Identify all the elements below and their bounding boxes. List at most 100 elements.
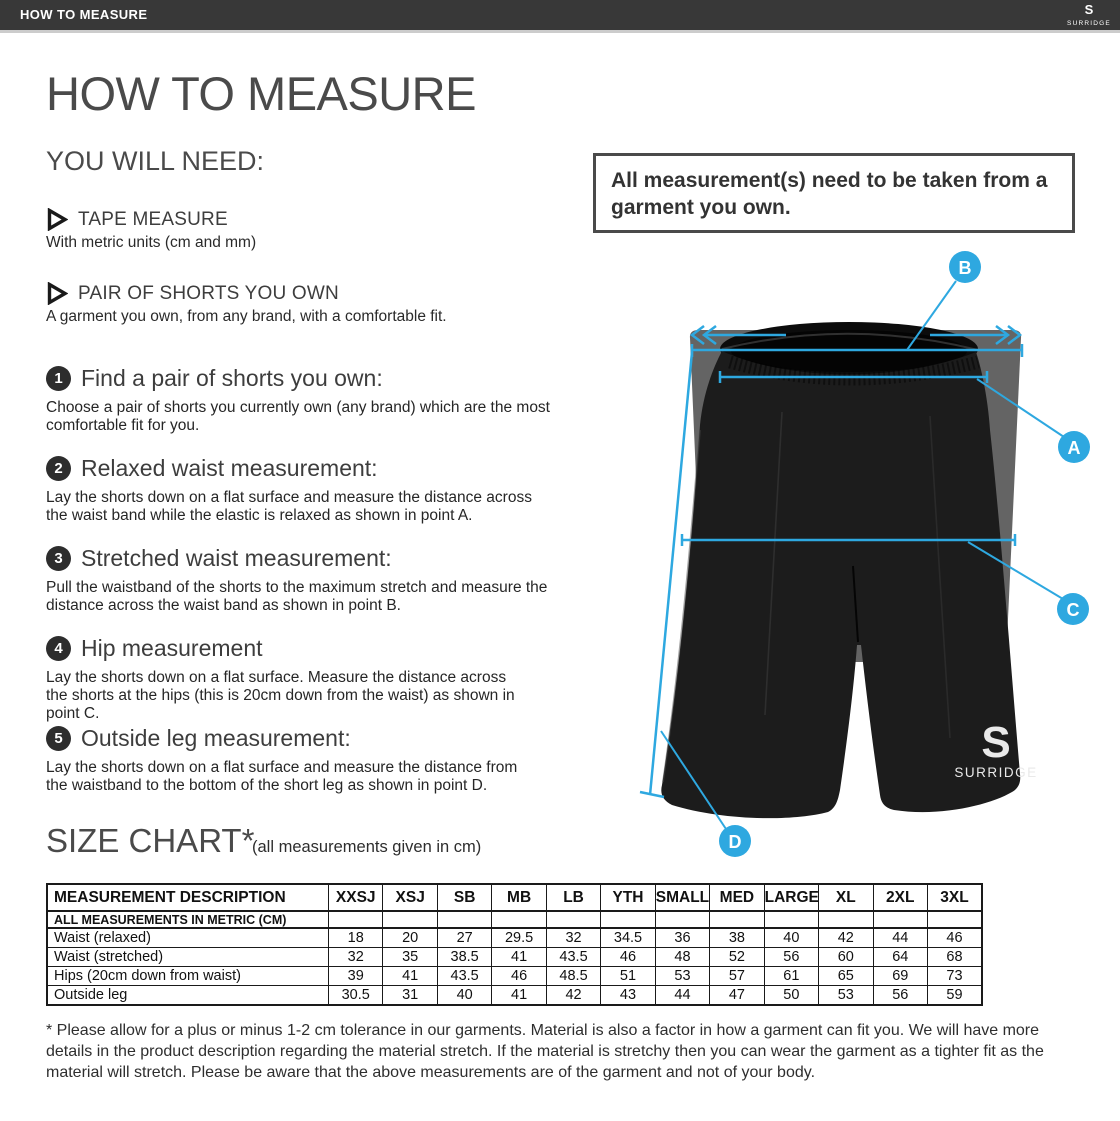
value-cell: 42 <box>818 927 874 948</box>
value-cell: 27 <box>436 927 493 948</box>
value-cell: 51 <box>600 966 656 986</box>
value-cell: 40 <box>763 927 820 948</box>
point-badges: B A C D <box>719 251 1090 857</box>
step-number-badge: 2 <box>46 456 71 481</box>
column-header: SMALL <box>654 883 711 912</box>
topbar-title: HOW TO MEASURE <box>20 7 148 22</box>
topbar-divider <box>0 30 1120 33</box>
shorts-measurement-diagram: S SURRIDGE B A C <box>639 251 1090 857</box>
point-d-badge <box>719 825 751 857</box>
column-header: YTH <box>600 883 656 912</box>
value-cell: 32 <box>327 947 384 967</box>
value-cell: 29.5 <box>491 927 547 948</box>
empty-cell <box>491 910 547 929</box>
value-cell: 64 <box>872 947 928 967</box>
value-cell: 50 <box>763 985 820 1006</box>
empty-cell <box>763 910 820 929</box>
value-cell: 41 <box>382 966 438 986</box>
value-cell: 53 <box>654 966 711 986</box>
step-title: Hip measurement <box>81 635 263 661</box>
value-cell: 38.5 <box>436 947 493 967</box>
center-seam <box>852 565 859 643</box>
value-cell: 53 <box>818 985 874 1006</box>
value-cell: 34.5 <box>600 927 656 948</box>
value-cell: 43.5 <box>436 966 493 986</box>
value-cell: 41 <box>491 947 547 967</box>
waistband-ribbing <box>728 355 980 386</box>
empty-cell <box>545 910 602 929</box>
value-cell: 47 <box>709 985 765 1006</box>
size-chart-table: MEASUREMENT DESCRIPTION XXSJ XSJ SB MB LB YTH S… <box>46 883 983 1006</box>
empty-cell <box>872 910 928 929</box>
surridge-logo-icon: S SURRIDGE <box>1067 2 1110 27</box>
notice-box: All measurement(s) need to be taken from… <box>593 153 1075 233</box>
empty-cell <box>382 910 438 929</box>
step-title: Find a pair of shorts you own: <box>81 365 383 391</box>
measurement-lines <box>639 280 1065 830</box>
empty-cell <box>818 910 874 929</box>
step-4: 4 Hip measurement Lay the shorts down on… <box>46 635 516 723</box>
value-cell: 56 <box>872 985 928 1006</box>
column-header: LARGE <box>763 883 820 912</box>
need-item-label: PAIR OF SHORTS YOU OWN <box>78 282 339 304</box>
value-cell: 46 <box>491 966 547 986</box>
value-cell: 73 <box>926 966 983 986</box>
value-cell: 20 <box>382 927 438 948</box>
step-title: Outside leg measurement: <box>81 725 351 751</box>
waist-rim-highlight <box>721 332 979 351</box>
step-description: Lay the shorts down on a flat surface an… <box>46 759 518 794</box>
column-header: XSJ <box>382 883 438 912</box>
triangle-bullet-icon <box>47 208 68 231</box>
fold-line <box>929 415 951 739</box>
column-header: 3XL <box>926 883 983 912</box>
column-header: XXSJ <box>327 883 384 912</box>
empty-cell <box>654 910 711 929</box>
metric-note-row: ALL MEASUREMENTS IN METRIC (CM) <box>46 910 983 929</box>
value-cell: 40 <box>436 985 493 1006</box>
empty-cell <box>600 910 656 929</box>
metric-note-cell: ALL MEASUREMENTS IN METRIC (CM) <box>46 910 329 929</box>
footnote: * Please allow for a plus or minus 1-2 c… <box>46 1022 1044 1081</box>
page-title: HOW TO MEASURE <box>46 67 476 120</box>
step-title: Relaxed waist measurement: <box>81 455 378 481</box>
fold-line <box>764 411 783 716</box>
value-cell: 31 <box>382 985 438 1006</box>
column-header: 2XL <box>872 883 928 912</box>
header-row: MEASUREMENT DESCRIPTION XXSJ XSJ SB MB LB YTH S… <box>46 883 983 912</box>
column-header: XL <box>818 883 874 912</box>
topbar: HOW TO MEASURE S SURRIDGE <box>0 0 1120 30</box>
step-number-badge: 5 <box>46 726 71 751</box>
value-cell: 35 <box>382 947 438 967</box>
column-header: MEASUREMENT DESCRIPTION <box>46 883 329 912</box>
need-item-tape-measure: TAPE MEASURE With metric units (cm and m… <box>46 208 256 252</box>
step-1: 1 Find a pair of shorts you own: Choose … <box>46 365 551 435</box>
value-cell: 42 <box>545 985 602 1006</box>
point-a-badge <box>1058 431 1090 463</box>
step-3: 3 Stretched waist measurement: Pull the … <box>46 545 561 615</box>
edge-highlight <box>662 429 701 783</box>
step-title: Stretched waist measurement: <box>81 545 392 571</box>
garment-logo-mark: S <box>981 718 1010 767</box>
need-item-shorts: PAIR OF SHORTS YOU OWN A garment you own… <box>46 282 447 326</box>
column-header: MED <box>709 883 765 912</box>
point-c-label: C <box>1067 600 1080 620</box>
step-description: Lay the shorts down on a flat surface. M… <box>46 669 515 722</box>
row-label: Waist (relaxed) <box>46 927 329 948</box>
value-cell: 32 <box>545 927 602 948</box>
size-chart-subheading: (all measurements given in cm) <box>252 838 482 856</box>
empty-cell <box>436 910 493 929</box>
point-b-label: B <box>959 258 972 278</box>
row-label: Hips (20cm down from waist) <box>46 966 329 986</box>
step-5: 5 Outside leg measurement: Lay the short… <box>46 725 528 795</box>
column-header: LB <box>545 883 602 912</box>
brand-mark: S <box>1085 2 1094 17</box>
step-2: 2 Relaxed waist measurement: Lay the sho… <box>46 455 541 525</box>
value-cell: 18 <box>327 927 384 948</box>
value-cell: 46 <box>600 947 656 967</box>
you-will-need-heading: YOU WILL NEED: <box>46 146 265 176</box>
table-row: Hips (20cm down from waist) 39 41 43.5 46 48.… <box>46 966 983 986</box>
value-cell: 43.5 <box>545 947 602 967</box>
row-label: Outside leg <box>46 985 329 1006</box>
value-cell: 43 <box>600 985 656 1006</box>
shorts-body <box>661 351 1021 819</box>
